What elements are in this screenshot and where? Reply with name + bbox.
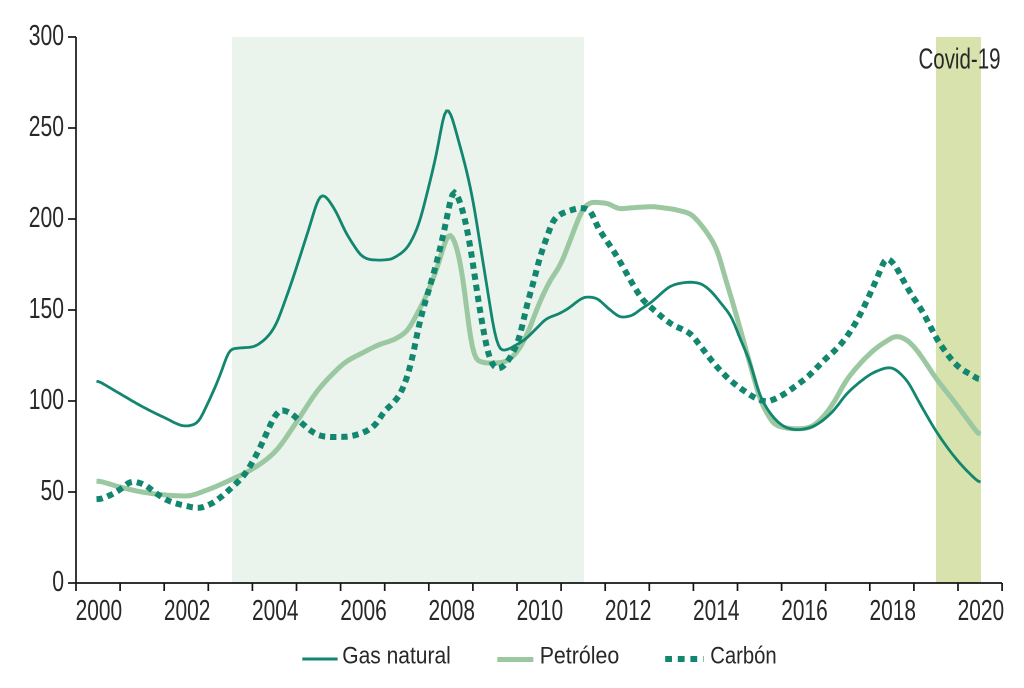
svg-text:0: 0: [52, 566, 64, 598]
svg-text:Petróleo: Petróleo: [540, 642, 620, 669]
svg-text:100: 100: [29, 384, 64, 416]
svg-text:2014: 2014: [693, 595, 740, 627]
svg-text:2004: 2004: [252, 595, 299, 627]
svg-text:250: 250: [29, 111, 64, 143]
svg-text:2006: 2006: [340, 595, 387, 627]
svg-text:2008: 2008: [428, 595, 475, 627]
svg-text:Carbón: Carbón: [710, 642, 777, 669]
svg-text:2020: 2020: [958, 595, 1005, 627]
svg-text:2002: 2002: [164, 595, 211, 627]
svg-text:50: 50: [41, 475, 65, 507]
svg-text:Covid-19: Covid-19: [919, 44, 1001, 76]
svg-text:2012: 2012: [605, 595, 652, 627]
svg-text:150: 150: [29, 293, 64, 325]
svg-text:Gas natural: Gas natural: [342, 642, 451, 669]
svg-text:2016: 2016: [781, 595, 828, 627]
svg-text:2010: 2010: [517, 595, 564, 627]
svg-text:2000: 2000: [76, 595, 123, 627]
svg-text:200: 200: [29, 202, 64, 234]
svg-text:2018: 2018: [869, 595, 916, 627]
svg-text:300: 300: [29, 20, 64, 52]
